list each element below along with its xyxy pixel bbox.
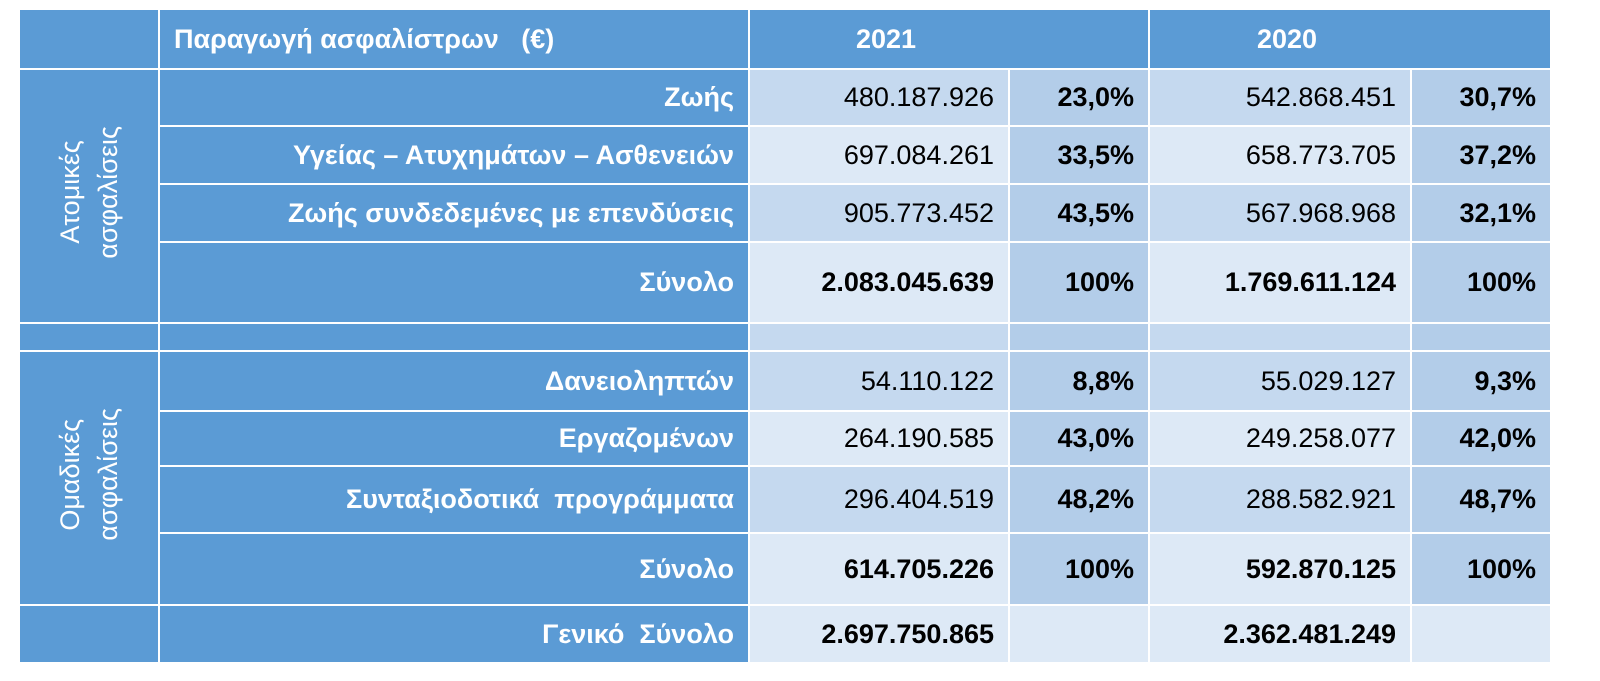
percent-cell: 48,7%: [1410, 465, 1553, 534]
row-label: Σύνολο: [158, 241, 750, 324]
percent-cell: 42,0%: [1410, 410, 1553, 467]
row-label: Σύνολο: [158, 532, 750, 606]
spacer-cell: [1007, 322, 1151, 352]
empty-cell: [1410, 604, 1553, 664]
table-row: Σύνολο 2.083.045.639 100% 1.769.611.124 100%: [19, 241, 1553, 324]
percent-cell: 43,5%: [1007, 183, 1151, 243]
row-label: Συνταξιοδοτικά προγράμματα: [158, 465, 750, 534]
value-cell: 288.582.921: [1148, 465, 1413, 534]
percent-cell: 100%: [1410, 241, 1553, 324]
percent-cell: 32,1%: [1410, 183, 1553, 243]
group-label-text: Ατομικές ασφαλίσεις: [51, 126, 127, 259]
table-row: Παραγωγή ασφαλίστρων (€) 2021 2020: [18, 8, 1553, 70]
percent-cell: 100%: [1007, 241, 1151, 324]
value-cell: 697.084.261: [748, 125, 1010, 185]
row-label: Εργαζομένων: [158, 410, 750, 467]
group-label-line: ασφαλίσεις: [93, 408, 123, 541]
grand-total-label: Γενικό Σύνολο: [158, 604, 750, 664]
spacer-cell: [1148, 322, 1413, 352]
group-label: Ομαδικές ασφαλίσεις: [18, 350, 160, 606]
grand-total-cell: [18, 604, 160, 664]
row-label: Υγείας – Ατυχημάτων – Ασθενειών: [158, 125, 750, 185]
empty-cell: [1007, 604, 1151, 664]
year-header: 2021: [747, 8, 1151, 70]
value-cell: 54.110.122: [748, 350, 1010, 412]
table-row: Ατομικές ασφαλίσεις Ζωής 480.187.926 23,0% 54…: [18, 68, 1553, 324]
spacer-cell: [1410, 322, 1553, 352]
value-cell: 55.029.127: [1148, 350, 1413, 412]
value-cell: 614.705.226: [748, 532, 1010, 606]
group-label-line: ασφαλίσεις: [93, 126, 123, 259]
value-cell: 2.083.045.639: [748, 241, 1010, 324]
table-row: Σύνολο 614.705.226 100% 592.870.125 100%: [19, 532, 1553, 606]
grand-total-value: 2.697.750.865: [748, 604, 1010, 664]
percent-cell: 33,5%: [1007, 125, 1151, 185]
value-cell: 567.968.968: [1148, 183, 1413, 243]
row-label: Ζωής συνδεδεμένες με επενδύσεις: [158, 183, 750, 243]
percent-cell: 9,3%: [1410, 350, 1553, 412]
table-row: [18, 322, 1553, 352]
value-cell: 592.870.125: [1148, 532, 1413, 606]
percent-cell: 23,0%: [1007, 68, 1151, 127]
spacer-cell: [748, 322, 1010, 352]
value-cell: 296.404.519: [748, 465, 1010, 534]
table-row: Ζωής συνδεδεμένες με επενδύσεις 905.773.4…: [19, 183, 1553, 243]
table-row: Ομαδικές ασφαλίσεις Δανειοληπτών 54.110.122…: [18, 350, 1553, 606]
row-label: Δανειοληπτών: [158, 350, 750, 412]
percent-cell: 48,2%: [1007, 465, 1151, 534]
value-cell: 249.258.077: [1148, 410, 1413, 467]
value-cell: 1.769.611.124: [1148, 241, 1413, 324]
table-row: Υγείας – Ατυχημάτων – Ασθενειών 697.084.2…: [19, 125, 1553, 185]
table-row: Γενικό Σύνολο 2.697.750.865 2.362.481.249: [18, 604, 1553, 664]
table-body: Παραγωγή ασφαλίστρων (€) 2021 2020 Ατομικές…: [18, 8, 1553, 664]
year-header: 2020: [1148, 8, 1553, 70]
percent-cell: 100%: [1410, 532, 1553, 606]
value-cell: 658.773.705: [1148, 125, 1413, 185]
table-row: Εργαζομένων 264.190.585 43,0% 249.258.077 42…: [19, 410, 1553, 467]
percent-cell: 37,2%: [1410, 125, 1553, 185]
value-cell: 480.187.926: [748, 68, 1010, 127]
grand-total-value: 2.362.481.249: [1148, 604, 1413, 664]
value-cell: 905.773.452: [748, 183, 1010, 243]
header-title: Παραγωγή ασφαλίστρων (€): [158, 8, 750, 70]
percent-cell: 43,0%: [1007, 410, 1151, 467]
percent-cell: 100%: [1007, 532, 1151, 606]
value-cell: 264.190.585: [748, 410, 1010, 467]
group-label: Ατομικές ασφαλίσεις: [18, 68, 160, 324]
row-label: Ζωής: [158, 68, 750, 127]
percent-cell: 8,8%: [1007, 350, 1151, 412]
value-cell: 542.868.451: [1148, 68, 1413, 127]
spacer-cell: [158, 322, 750, 352]
spacer-cell: [18, 322, 160, 352]
percent-cell: 30,7%: [1410, 68, 1553, 127]
group-label-line: Ομαδικές: [55, 418, 85, 531]
table-row: Συνταξιοδοτικά προγράμματα 296.404.519 48,…: [19, 465, 1553, 534]
group-label-line: Ατομικές: [55, 140, 85, 245]
header-cell: [18, 8, 160, 70]
group-label-text: Ομαδικές ασφαλίσεις: [51, 408, 127, 541]
premium-table: Παραγωγή ασφαλίστρων (€) 2021 2020 Ατομικές…: [18, 8, 1553, 664]
